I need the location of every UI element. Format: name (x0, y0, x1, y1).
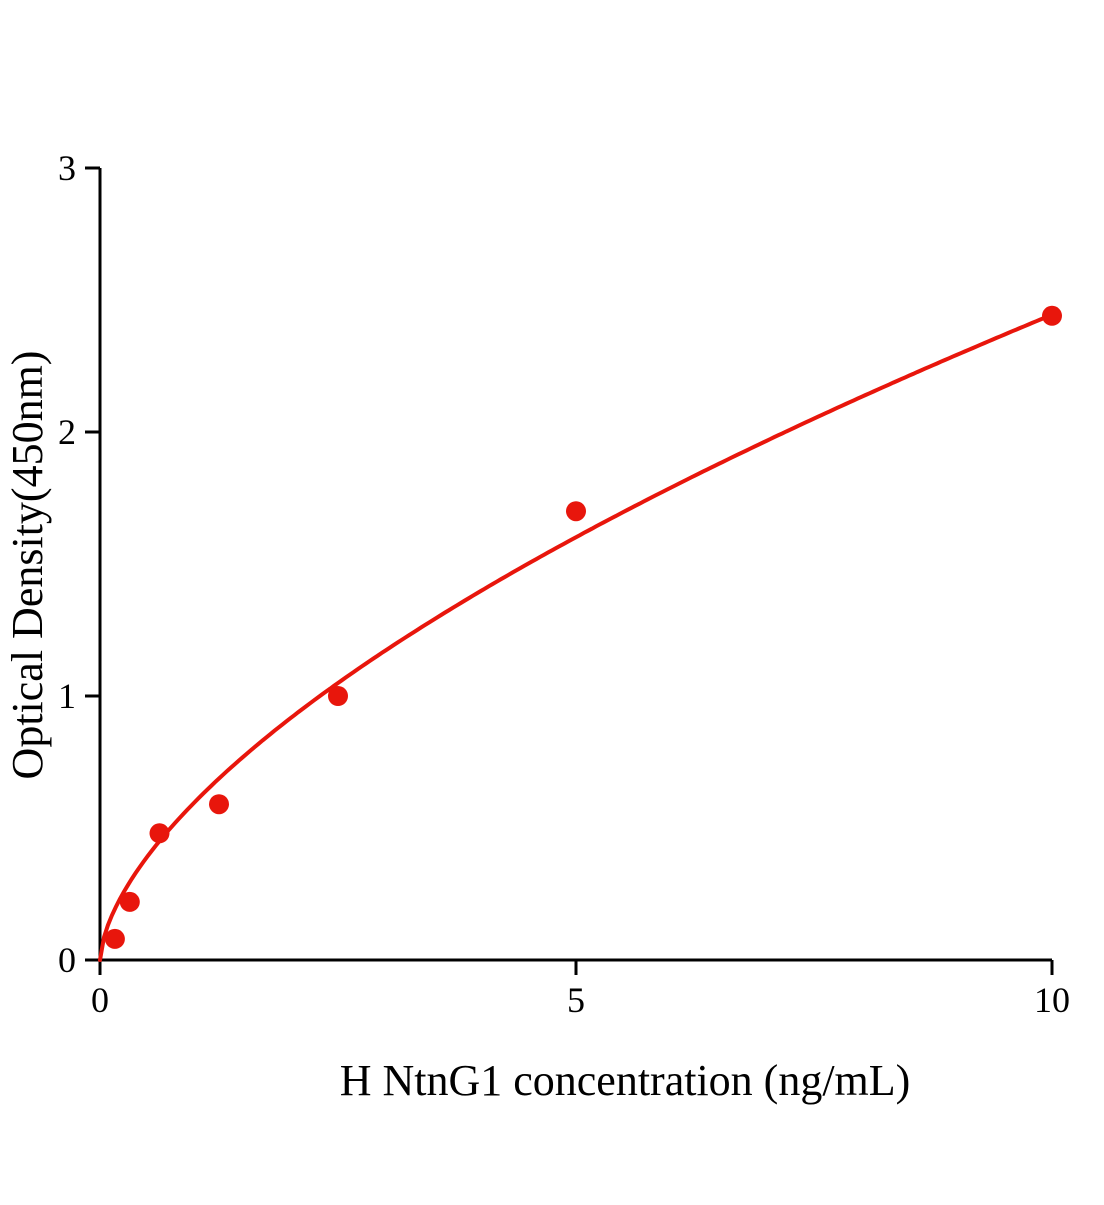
data-point (149, 823, 170, 844)
y-tick-label: 3 (58, 148, 76, 188)
data-point (104, 928, 125, 949)
x-tick-label: 10 (1034, 980, 1070, 1020)
data-point (209, 794, 229, 815)
y-tick-label: 2 (58, 412, 76, 452)
x-axis-title: H NtnG1 concentration (ng/mL) (340, 1056, 911, 1105)
data-point (119, 891, 140, 912)
data-point (1042, 305, 1062, 326)
fit-curve (98, 312, 1054, 962)
x-tick-label: 0 (91, 980, 109, 1020)
y-tick-label: 1 (58, 676, 76, 716)
plot-area: 0 5 10 0 1 2 3 (58, 148, 1070, 1020)
data-point (566, 501, 586, 522)
y-axis-title: Optical Density(450nm) (3, 351, 52, 780)
y-tick-label: 0 (58, 940, 76, 980)
data-point (328, 686, 348, 706)
x-tick-label: 5 (567, 980, 585, 1020)
